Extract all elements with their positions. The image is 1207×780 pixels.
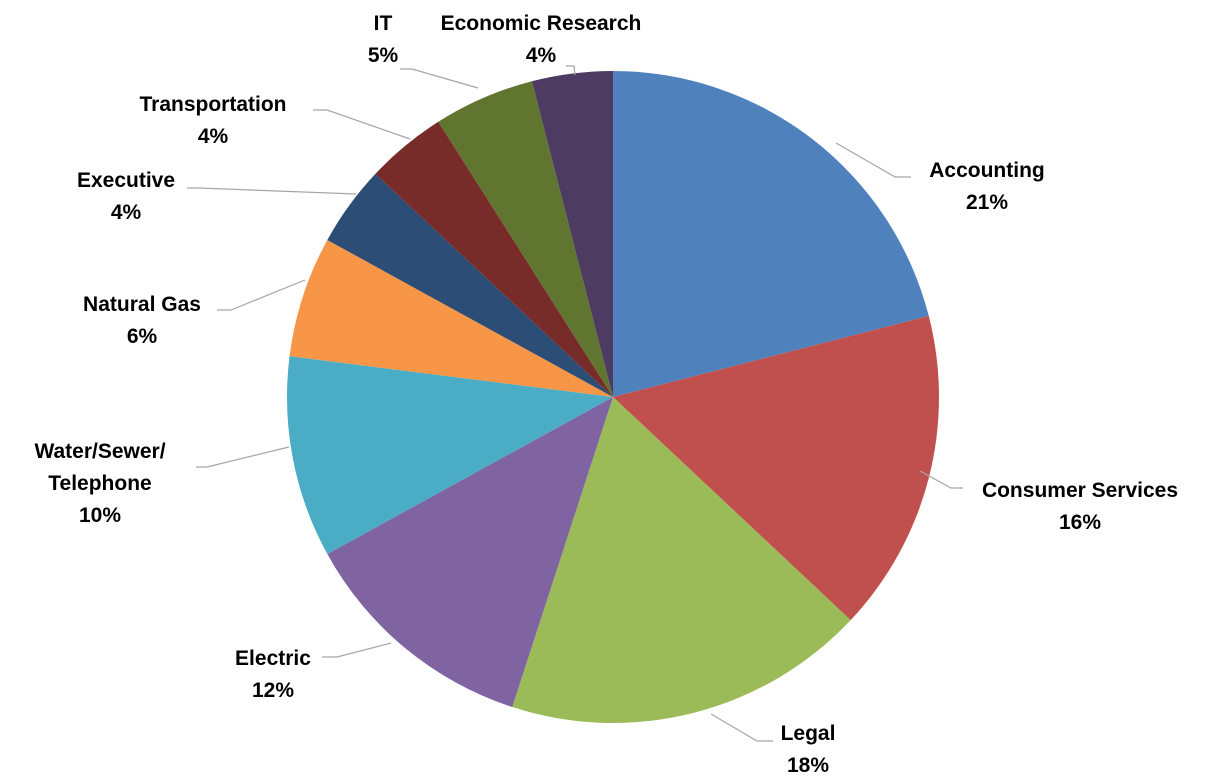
leader-line-executive: [187, 187, 357, 195]
pie-slice-economic-research: [531, 71, 613, 397]
slice-name-economic-research: Economic Research: [441, 12, 642, 35]
slice-label-consumer-services: Consumer Services 16%: [982, 479, 1178, 534]
slice-name-executive: Executive: [77, 169, 175, 192]
slice-percent-accounting: 21%: [966, 191, 1008, 214]
leader-line-electric: [322, 642, 392, 658]
slice-percent-economic-research: 4%: [526, 44, 557, 67]
slice-label-economic-research: Economic Research 4%: [441, 12, 642, 67]
slice-labels: Accounting 21% Consumer Services 16% Legal 18…: [34, 12, 1178, 777]
leader-lines: [187, 65, 963, 742]
slice-name-natural-gas: Natural Gas: [83, 293, 201, 316]
slice-percent-consumer-services: 16%: [1059, 511, 1101, 534]
pie-slice-consumer-services: [613, 315, 939, 621]
slice-name-water-sewer-telephone: Water/Sewer/: [34, 440, 165, 463]
pie-slices: [286, 71, 939, 723]
leader-line-accounting: [835, 142, 911, 178]
slice-name-transportation: Transportation: [139, 93, 286, 116]
leader-line-consumer-services: [919, 470, 963, 489]
pie-slice-transportation: [375, 121, 613, 397]
leader-line-economic-research: [566, 65, 576, 76]
pie-slice-accounting: [613, 71, 929, 397]
slice-label-transportation: Transportation 4%: [139, 93, 286, 148]
slice-name-accounting: Accounting: [929, 159, 1045, 182]
slice-label-electric: Electric 12%: [235, 647, 311, 702]
pie-slice-natural-gas: [289, 239, 613, 397]
slice-percent-transportation: 4%: [198, 125, 229, 148]
slice-percent-natural-gas: 6%: [127, 325, 158, 348]
slice-label-executive: Executive 4%: [77, 169, 175, 224]
leader-line-legal: [710, 713, 773, 742]
leader-line-natural-gas: [217, 279, 306, 311]
pie-slice-legal: [512, 397, 851, 723]
pie-slice-executive: [327, 173, 613, 397]
slice-percent-legal: 18%: [787, 754, 829, 777]
leader-line-it: [400, 68, 479, 89]
slice-label-it: IT 5%: [368, 12, 399, 67]
slice-name-consumer-services: Consumer Services: [982, 479, 1178, 502]
slice-name-it: IT: [374, 12, 393, 35]
slice-percent-executive: 4%: [111, 201, 142, 224]
slice-label-legal: Legal 18%: [781, 722, 836, 777]
pie-slice-water-sewer-telephone: [286, 356, 613, 555]
leader-line-water-sewer-telephone: [196, 446, 290, 468]
pie-slice-it: [438, 81, 613, 398]
slice-label-accounting: Accounting 21%: [929, 159, 1045, 214]
leader-line-transportation: [313, 109, 411, 140]
slice-name-electric: Electric: [235, 647, 311, 670]
slice-name-legal: Legal: [781, 722, 836, 745]
slice-label-natural-gas: Natural Gas 6%: [83, 293, 201, 348]
slice-name-water-sewer-telephone: Telephone: [48, 472, 151, 495]
slice-percent-it: 5%: [368, 44, 399, 67]
pie-slice-electric: [327, 397, 613, 708]
slice-percent-electric: 12%: [252, 679, 294, 702]
slice-label-water-sewer-telephone: Water/Sewer/Telephone 10%: [34, 440, 165, 527]
slice-percent-water-sewer-telephone: 10%: [79, 504, 121, 527]
